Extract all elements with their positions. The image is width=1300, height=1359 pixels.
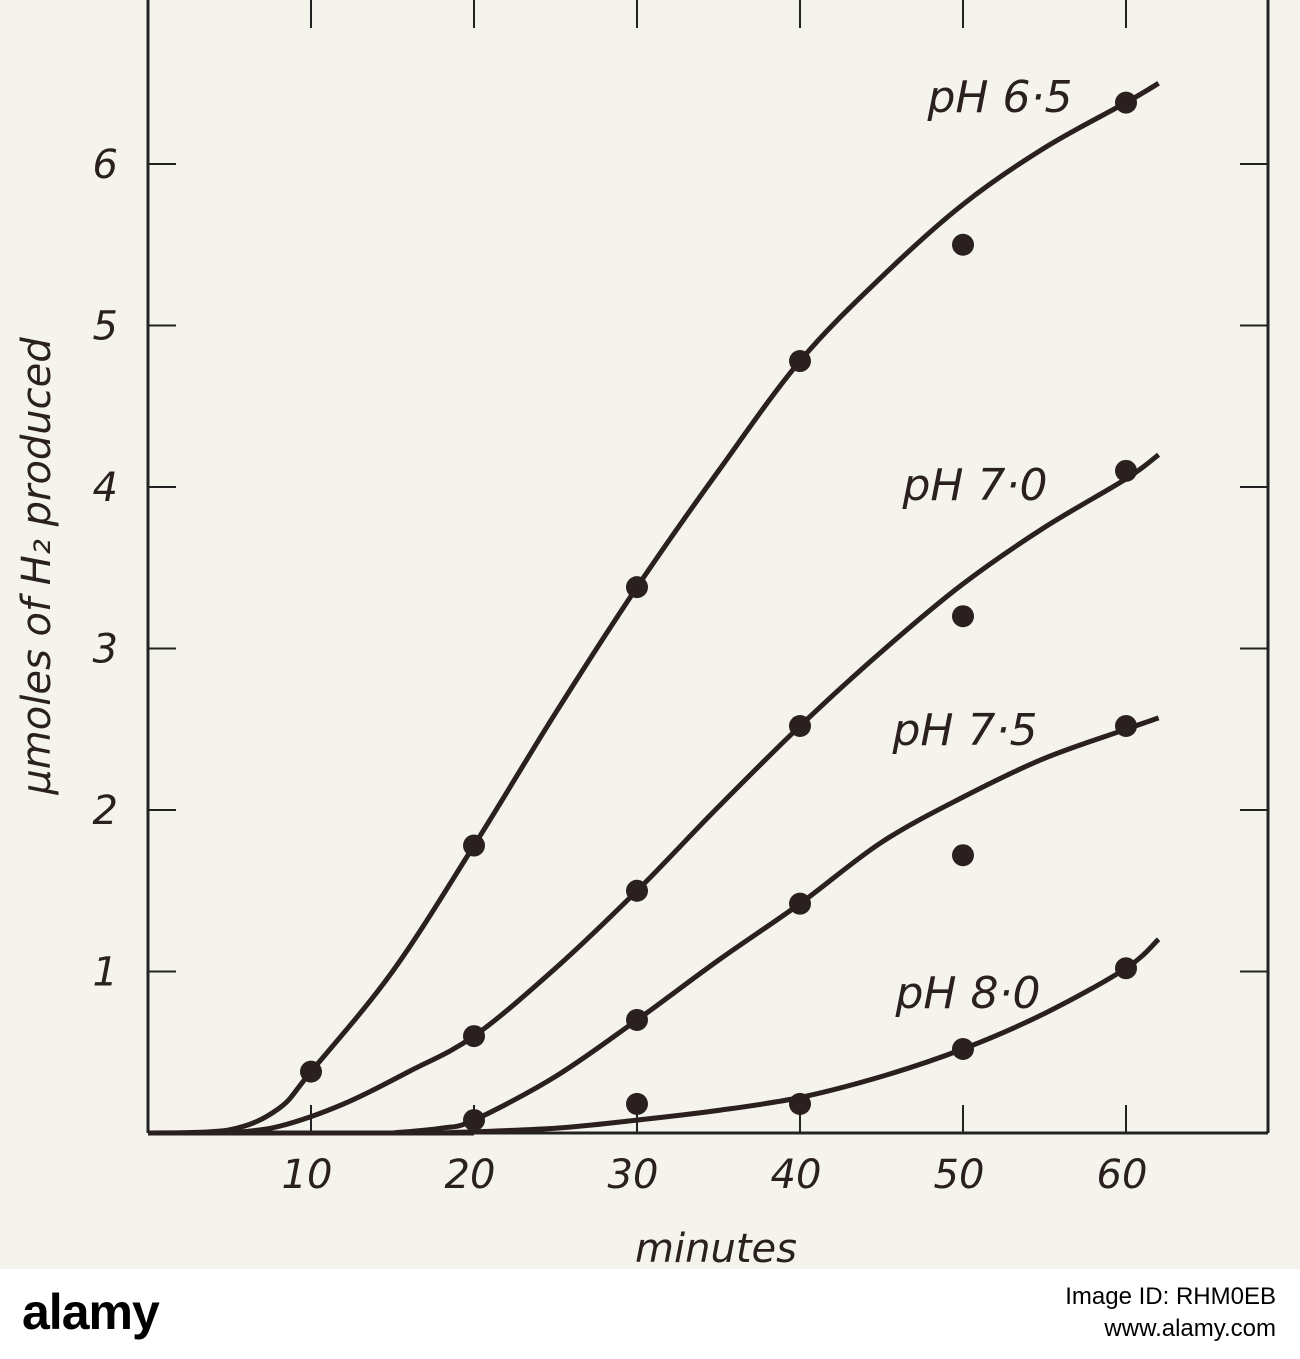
point-ph-8-0: [626, 1092, 648, 1115]
x-tick-label: 40: [771, 1152, 822, 1198]
y-tick-label: 2: [93, 788, 118, 834]
x-tick-label: 50: [934, 1152, 985, 1198]
point-ph-6-5: [789, 350, 811, 373]
point-ph-6-5: [1115, 91, 1137, 114]
y-tick-label: 4: [93, 465, 118, 511]
point-ph-6-5: [952, 233, 974, 256]
point-ph-8-0: [1115, 957, 1137, 980]
curve-ph-7-5: [392, 715, 1160, 1136]
x-tick-label: 60: [1097, 1152, 1148, 1198]
data-points: [300, 91, 1137, 1132]
point-ph-7-5: [952, 844, 974, 867]
point-ph-6-5: [463, 834, 485, 857]
y-tick-label: 3: [93, 627, 118, 673]
point-ph-6-5: [300, 1060, 322, 1083]
point-ph-8-0: [789, 1092, 811, 1115]
x-tick-label: 10: [282, 1152, 333, 1198]
point-ph-7-5: [1115, 715, 1137, 738]
y-tick-label: 1: [93, 950, 118, 996]
point-ph-7-0: [789, 715, 811, 738]
curve-ph-8-0: [441, 937, 1161, 1136]
tick-marks: [148, 0, 1268, 1133]
point-ph-7-0: [463, 1025, 485, 1048]
y-tick-label: 6: [93, 142, 118, 188]
label-ph-6-5: pH 6·5: [927, 72, 1073, 123]
tick-labels: 10 20 30 40 50 60 1 2 3 4 5 6: [93, 142, 1148, 1198]
y-tick-label: 5: [93, 304, 118, 350]
site-url: www.alamy.com: [1104, 1315, 1276, 1342]
label-ph-7-0: pH 7·0: [902, 460, 1048, 511]
point-ph-7-5: [463, 1109, 485, 1132]
x-axis-label: minutes: [635, 1226, 797, 1269]
curve-ph-7-0: [229, 452, 1161, 1136]
image-id: Image ID: RHM0EB: [1065, 1283, 1276, 1310]
alamy-logo: alamy: [22, 1284, 160, 1340]
x-tick-label: 30: [608, 1152, 659, 1198]
point-ph-8-0: [952, 1038, 974, 1061]
y-axis-label: μmoles of H₂ produced: [14, 337, 60, 796]
point-ph-7-5: [626, 1008, 648, 1031]
point-ph-7-0: [626, 879, 648, 902]
x-tick-label: 20: [445, 1152, 496, 1198]
label-ph-8-0: pH 8·0: [895, 968, 1041, 1019]
point-ph-7-5: [789, 892, 811, 915]
label-ph-7-5: pH 7·5: [892, 705, 1038, 756]
point-ph-7-0: [1115, 459, 1137, 482]
image-id-block: Image ID: RHM0EB www.alamy.com: [1065, 1281, 1276, 1345]
point-ph-6-5: [626, 576, 648, 599]
stock-footer: alamy Image ID: RHM0EB www.alamy.com: [0, 1269, 1300, 1359]
curve-labels: pH 6·5 pH 7·0 pH 7·5 pH 8·0: [892, 72, 1073, 1019]
point-ph-7-0: [952, 605, 974, 628]
